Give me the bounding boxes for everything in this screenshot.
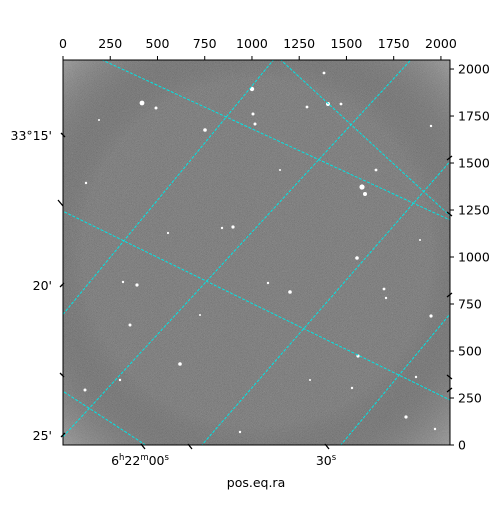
- dec-tick-label: 20': [33, 278, 52, 293]
- stars-layer: [83, 71, 437, 434]
- x-axis-label: pos.eq.ra: [227, 475, 285, 490]
- plot-frame: [62, 59, 451, 446]
- star: [359, 184, 365, 190]
- grid-line: [63, 210, 450, 401]
- right-tick-label: 2000: [458, 62, 490, 77]
- star: [154, 106, 158, 110]
- grid-line: [63, 390, 147, 445]
- star: [98, 119, 100, 121]
- top-tick-label: 250: [98, 36, 122, 51]
- ra-tick-label: 6h22m00s: [111, 453, 169, 468]
- star: [178, 362, 182, 366]
- star: [166, 231, 170, 235]
- right-angled-ticks: [446, 155, 453, 393]
- right-tick-label: 1000: [458, 250, 490, 265]
- star: [128, 323, 132, 327]
- star: [121, 280, 125, 284]
- star: [414, 375, 418, 379]
- grid-line: [340, 313, 450, 445]
- bottom-ra-axis: 6h22m00s 30s pos.eq.ra: [111, 443, 337, 490]
- dec-tick-label: 33°15': [11, 128, 53, 143]
- star: [84, 181, 88, 185]
- star: [231, 225, 235, 229]
- grid-line: [101, 60, 450, 221]
- star: [363, 192, 367, 196]
- top-tick-label: 750: [193, 36, 217, 51]
- top-tick-label: 0: [59, 36, 67, 51]
- left-dec-axis: 33°15' 20' 25': [11, 128, 66, 443]
- right-tick-label: 750: [458, 297, 482, 312]
- star: [203, 128, 207, 132]
- star: [238, 430, 242, 434]
- image-vignette: [63, 60, 450, 445]
- star: [199, 314, 201, 316]
- star: [266, 281, 270, 285]
- top-tick-label: 1750: [378, 36, 410, 51]
- star: [253, 122, 257, 126]
- star: [309, 379, 311, 381]
- sky-image: [63, 60, 450, 445]
- dec-tick-marks: [57, 132, 66, 438]
- right-tick-label: 1750: [458, 109, 490, 124]
- right-tick-label: 250: [458, 391, 482, 406]
- top-tick-label: 2000: [425, 36, 457, 51]
- star: [118, 378, 122, 382]
- top-tick-label: 1250: [283, 36, 315, 51]
- star: [404, 415, 408, 419]
- star: [322, 71, 326, 75]
- top-tick-label: 500: [146, 36, 170, 51]
- grid-line: [63, 60, 275, 316]
- ra-tick-label: 30s: [316, 453, 337, 468]
- star: [374, 168, 378, 172]
- star: [384, 296, 388, 300]
- grid-line: [63, 60, 412, 438]
- star: [429, 314, 433, 318]
- star: [135, 283, 139, 287]
- grid-line: [201, 160, 450, 445]
- star: [83, 388, 87, 392]
- star: [429, 124, 433, 128]
- top-pixel-axis: 0 250 500 750 1000 1250 1500 1750 2000: [59, 36, 457, 60]
- star: [419, 239, 421, 241]
- star: [220, 226, 224, 230]
- ra-tick-marks: [140, 443, 330, 450]
- dec-tick-label: 25': [33, 428, 52, 443]
- star: [382, 287, 386, 291]
- star: [288, 290, 292, 294]
- star: [139, 100, 145, 106]
- coordinate-grid: [63, 60, 450, 445]
- right-tick-label: 1500: [458, 156, 490, 171]
- top-tick-label: 1500: [331, 36, 363, 51]
- star: [433, 427, 437, 431]
- right-tick-label: 0: [458, 438, 466, 453]
- right-tick-label: 500: [458, 344, 482, 359]
- star: [350, 386, 354, 390]
- star: [305, 105, 309, 109]
- star: [339, 102, 343, 106]
- top-tick-label: 1000: [236, 36, 268, 51]
- star: [279, 169, 281, 171]
- grid-line: [280, 60, 450, 217]
- right-pixel-axis: 0 250 500 750 1000 1250 1500 1750 2000: [450, 62, 490, 453]
- star: [355, 256, 359, 260]
- right-tick-label: 1250: [458, 203, 490, 218]
- star: [251, 112, 255, 116]
